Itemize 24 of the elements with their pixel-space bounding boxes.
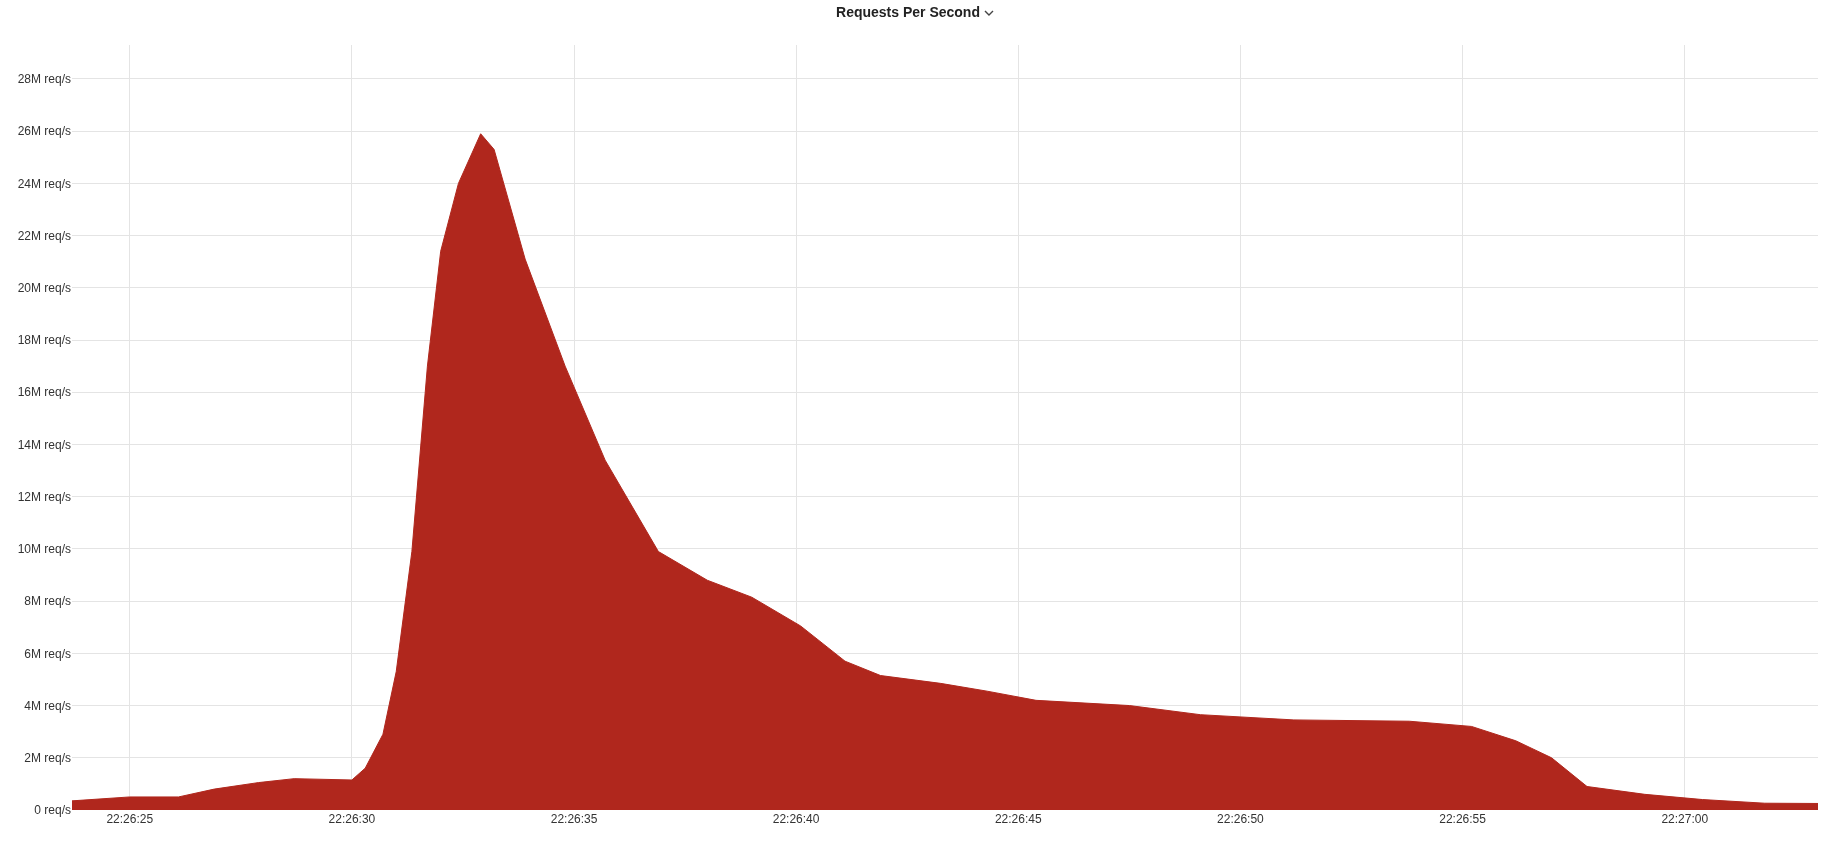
y-tick-label: 10M req/s	[17, 542, 71, 557]
y-tick-label: 26M req/s	[17, 124, 71, 139]
y-tick-label: 12M req/s	[17, 489, 71, 504]
x-tick-label: 22:26:45	[994, 812, 1042, 826]
y-tick-label: 24M req/s	[17, 176, 71, 191]
y-tick-label: 14M req/s	[17, 437, 71, 452]
x-tick-label: 22:27:00	[1661, 812, 1709, 826]
x-tick-label: 22:26:35	[550, 812, 598, 826]
y-tick-label: 28M req/s	[17, 72, 71, 87]
x-tick-label: 22:26:40	[772, 812, 820, 826]
x-tick-label: 22:26:55	[1439, 812, 1487, 826]
x-tick-label: 22:26:50	[1217, 812, 1265, 826]
y-tick-label: 20M req/s	[17, 281, 71, 296]
y-tick-label: 0 req/s	[34, 803, 71, 818]
y-tick-label: 6M req/s	[24, 646, 71, 661]
y-tick-label: 2M req/s	[24, 750, 71, 765]
x-tick-label: 22:26:30	[328, 812, 376, 826]
y-tick-label: 4M req/s	[24, 698, 71, 713]
chart-title: Requests Per Second	[836, 4, 980, 20]
x-tick-label: 22:26:25	[106, 812, 154, 826]
y-tick-label: 22M req/s	[17, 228, 71, 243]
y-tick-label: 18M req/s	[17, 333, 71, 348]
y-tick-label: 8M req/s	[24, 594, 71, 609]
y-tick-label: 16M req/s	[17, 385, 71, 400]
